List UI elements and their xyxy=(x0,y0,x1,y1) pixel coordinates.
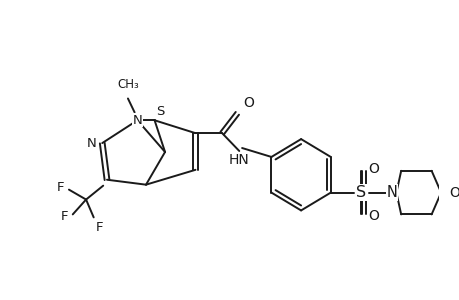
Text: N: N xyxy=(87,136,96,150)
Text: S: S xyxy=(355,185,365,200)
Text: O: O xyxy=(367,162,378,176)
Text: O: O xyxy=(242,96,253,110)
Text: CH₃: CH₃ xyxy=(117,78,139,91)
Text: S: S xyxy=(156,105,164,118)
Text: N: N xyxy=(386,185,396,200)
Text: F: F xyxy=(56,181,64,194)
Text: F: F xyxy=(61,210,68,223)
Text: O: O xyxy=(449,186,459,200)
Text: F: F xyxy=(95,221,103,234)
Text: HN: HN xyxy=(229,153,249,167)
Text: O: O xyxy=(367,209,378,224)
Text: N: N xyxy=(132,114,142,127)
